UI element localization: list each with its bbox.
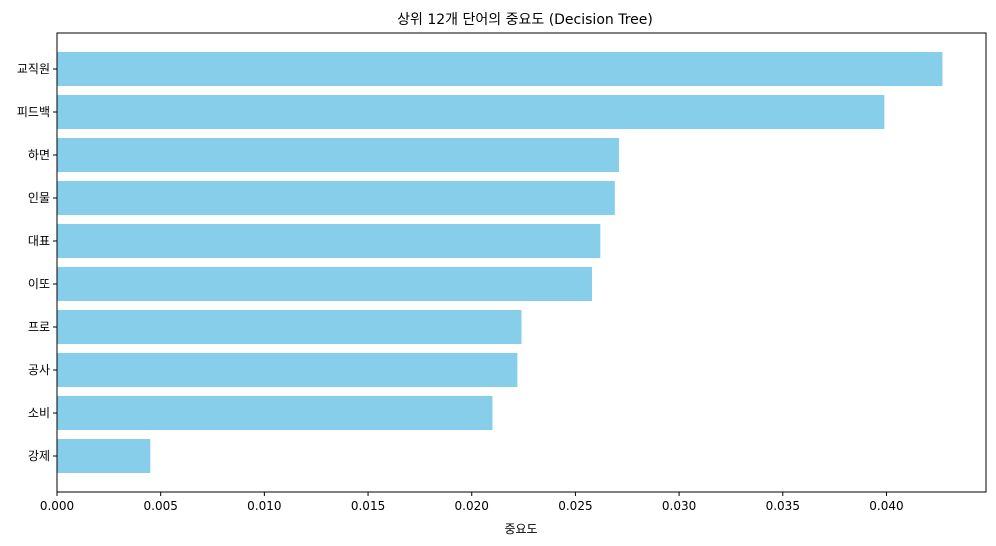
y-tick-label: 인물 xyxy=(28,191,50,205)
y-tick-label: 프로 xyxy=(28,320,50,334)
bar-2 xyxy=(57,95,885,129)
y-tick-label: 소비 xyxy=(28,406,50,420)
y-tick-label: 피드백 xyxy=(17,105,50,119)
x-tick-label: 0.000 xyxy=(40,499,74,513)
x-axis-ticks: 0.000 0.005 0.010 0.015 0.020 0.025 0.030 0.035… xyxy=(40,492,904,513)
bar-1 xyxy=(57,52,943,86)
bar-5 xyxy=(57,224,601,258)
bar-8 xyxy=(57,353,518,387)
plot-frame xyxy=(56,32,987,493)
y-tick-label: 강제 xyxy=(28,449,50,463)
x-tick-label: 0.010 xyxy=(247,499,281,513)
y-tick-label: 교직원 xyxy=(17,62,50,76)
x-tick-label: 0.025 xyxy=(558,499,592,513)
x-tick-label: 0.030 xyxy=(662,499,696,513)
bar-4 xyxy=(57,181,615,215)
x-tick-label: 0.035 xyxy=(766,499,800,513)
x-axis-label: 중요도 xyxy=(504,522,537,536)
y-tick-label: 공사 xyxy=(28,363,50,377)
bar-6 xyxy=(57,267,593,301)
x-tick-label: 0.005 xyxy=(144,499,178,513)
y-tick-label: 대표 xyxy=(28,234,50,248)
bar-9 xyxy=(57,396,493,430)
x-tick-label: 0.015 xyxy=(351,499,385,513)
x-tick-label: 0.040 xyxy=(869,499,903,513)
x-tick-label: 0.020 xyxy=(455,499,489,513)
y-tick-label: 이또 xyxy=(28,277,50,291)
bar-10 xyxy=(57,439,151,473)
bars-group xyxy=(57,52,943,473)
bar-7 xyxy=(57,310,522,344)
y-tick-label: 하면 xyxy=(28,148,50,162)
chart-title: 상위 12개 단어의 중요도 (Decision Tree) xyxy=(397,12,653,28)
bar-3 xyxy=(57,138,619,172)
